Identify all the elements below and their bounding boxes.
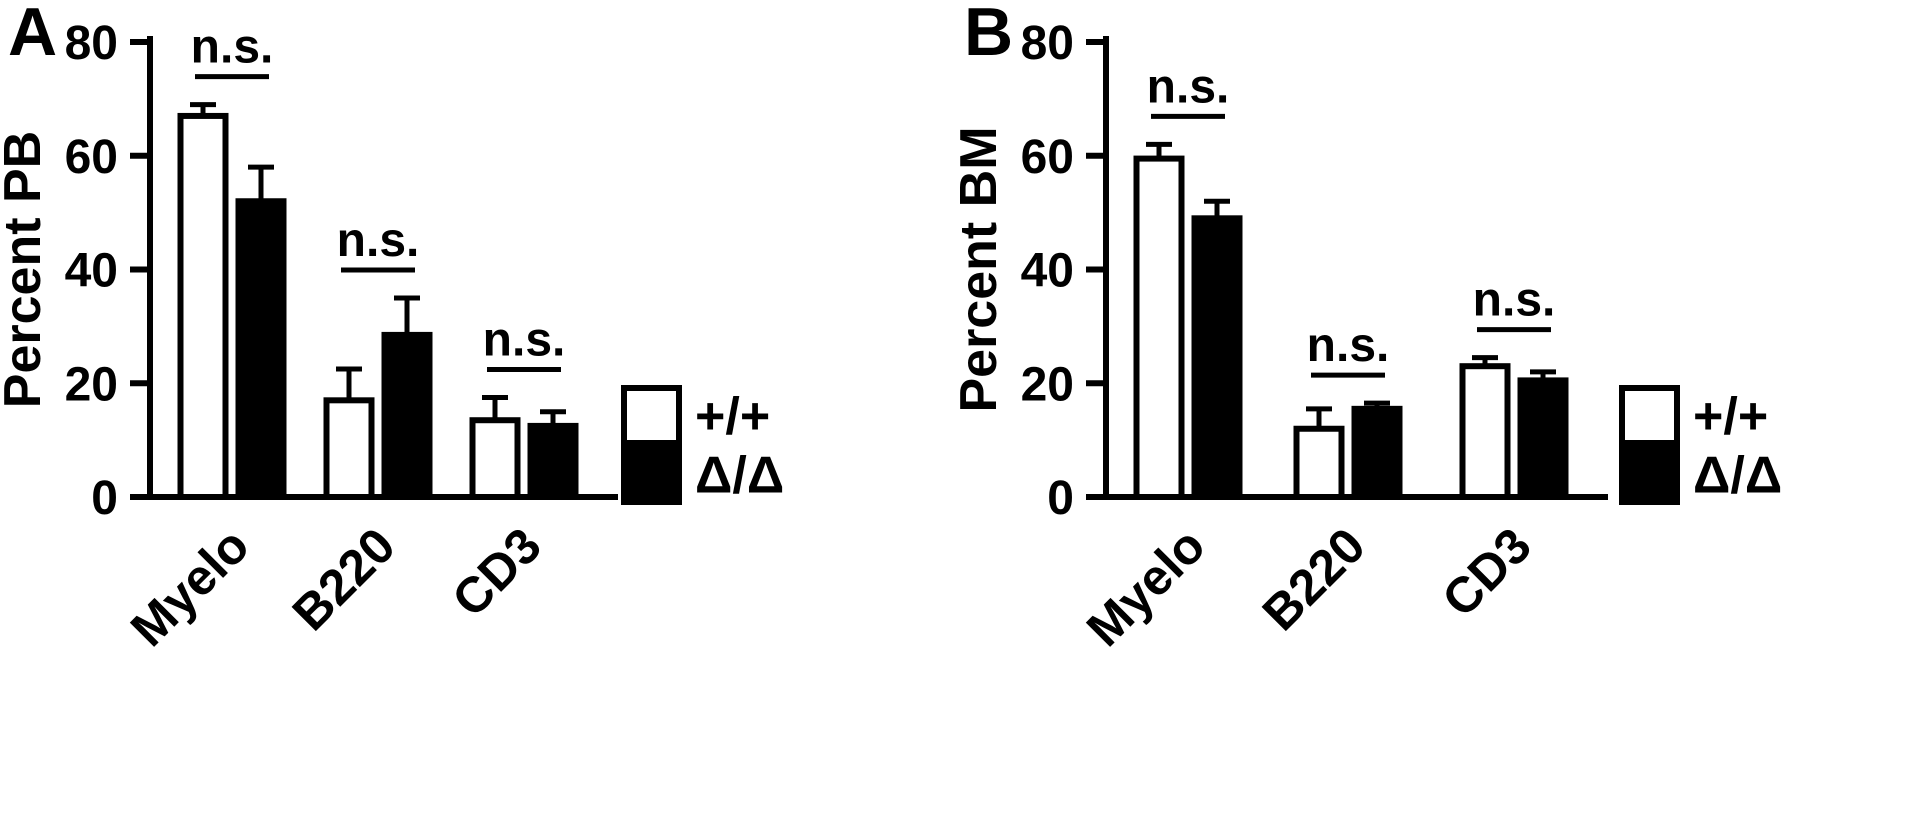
y-tick-label: 20 bbox=[1021, 358, 1074, 411]
y-tick-label: 80 bbox=[65, 17, 118, 70]
chart-b: 0 20 40 60 80 Percent BM n.s. Myelo n.s. B220 n.s.… bbox=[956, 17, 1782, 657]
y-tick-label: 40 bbox=[65, 245, 118, 298]
significance-label: n.s. bbox=[1473, 274, 1556, 327]
significance-label: n.s. bbox=[1147, 60, 1230, 113]
panel-b: B 0 20 40 60 80 Percent BM n.s. Myelo n.s. B220 n.… bbox=[956, 0, 1912, 816]
bar-s0-cd3 bbox=[469, 417, 521, 500]
legend-label-0: +/+ bbox=[1693, 388, 1768, 446]
chart-a: 0 20 40 60 80 Percent PB n.s. Myelo n.s. B220 n.s.… bbox=[0, 17, 784, 657]
x-category-label: Myelo bbox=[1076, 517, 1216, 657]
legend-swatch-0 bbox=[621, 385, 682, 446]
bar-s0-b220 bbox=[1293, 425, 1345, 500]
legend-swatch-0 bbox=[1619, 385, 1680, 446]
bar-s0-myelo bbox=[177, 112, 229, 500]
panel-a: A 0 20 40 60 80 Percent PB n.s. Myelo n.s. B220 n.… bbox=[0, 0, 956, 816]
bar-s1-b220 bbox=[381, 331, 433, 500]
y-tick-label: 0 bbox=[1047, 472, 1074, 525]
y-tick-label: 60 bbox=[1021, 131, 1074, 184]
y-tick-label: 40 bbox=[1021, 245, 1074, 298]
legend-label-1: Δ/Δ bbox=[1693, 447, 1782, 505]
significance-label: n.s. bbox=[191, 21, 274, 74]
significance-label: n.s. bbox=[483, 313, 566, 366]
bar-s1-cd3 bbox=[1517, 377, 1569, 500]
x-category-label: Myelo bbox=[120, 517, 260, 657]
legend-swatch-1 bbox=[621, 444, 682, 505]
x-category-label: CD3 bbox=[441, 517, 551, 627]
bar-s1-b220 bbox=[1351, 405, 1403, 500]
bar-s1-myelo bbox=[235, 198, 287, 500]
bar-s0-cd3 bbox=[1459, 363, 1511, 500]
y-tick-label: 20 bbox=[65, 358, 118, 411]
bar-s0-b220 bbox=[323, 397, 375, 500]
bar-s1-myelo bbox=[1191, 215, 1243, 500]
y-tick-label: 80 bbox=[1021, 17, 1074, 70]
bar-s0-myelo bbox=[1133, 155, 1185, 500]
bar-s1-cd3 bbox=[527, 422, 579, 500]
y-axis-title: Percent PB bbox=[0, 131, 52, 408]
x-category-label: B220 bbox=[1252, 517, 1376, 641]
legend-label-1: Δ/Δ bbox=[695, 447, 784, 505]
panel-a-letter: A bbox=[8, 0, 58, 70]
significance-label: n.s. bbox=[337, 214, 420, 267]
x-category-label: B220 bbox=[282, 517, 406, 641]
legend-label-0: +/+ bbox=[695, 388, 770, 446]
panel-b-letter: B bbox=[964, 0, 1014, 70]
y-tick-label: 0 bbox=[91, 472, 118, 525]
y-axis-title: Percent BM bbox=[956, 126, 1008, 412]
y-tick-label: 60 bbox=[65, 131, 118, 184]
x-category-label: CD3 bbox=[1431, 517, 1541, 627]
legend-swatch-1 bbox=[1619, 444, 1680, 505]
significance-label: n.s. bbox=[1307, 319, 1390, 372]
